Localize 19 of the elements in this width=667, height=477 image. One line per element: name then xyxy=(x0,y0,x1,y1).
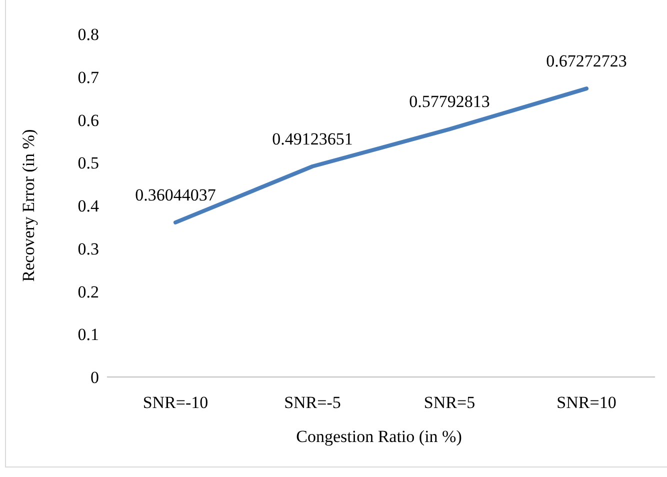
y-tick-label: 0.7 xyxy=(78,68,100,87)
y-tick-label: 0.5 xyxy=(78,154,99,173)
y-tick-label: 0.1 xyxy=(78,325,99,344)
y-axis-title: Recovery Error (in %) xyxy=(19,129,38,282)
data-label: 0.57792813 xyxy=(409,92,490,112)
x-tick-label: SNR=5 xyxy=(424,393,476,412)
data-label: 0.36044037 xyxy=(135,185,216,204)
data-label: 0.67272723 xyxy=(546,52,627,71)
x-tick-label: SNR=10 xyxy=(556,393,616,412)
y-tick-label: 0.8 xyxy=(78,25,99,44)
y-tick-label: 0.4 xyxy=(78,196,100,216)
y-tick-label: 0.6 xyxy=(78,110,99,130)
y-tick-label: 0.3 xyxy=(78,239,99,258)
data-label: 0.49123651 xyxy=(272,129,353,148)
y-tick-label: 0.2 xyxy=(78,282,99,302)
x-tick-label: SNR=-10 xyxy=(142,393,208,412)
y-tick-label: 0 xyxy=(90,368,99,387)
x-axis-title: Congestion Ratio (in %) xyxy=(296,427,462,446)
x-tick-label: SNR=-5 xyxy=(284,393,341,412)
